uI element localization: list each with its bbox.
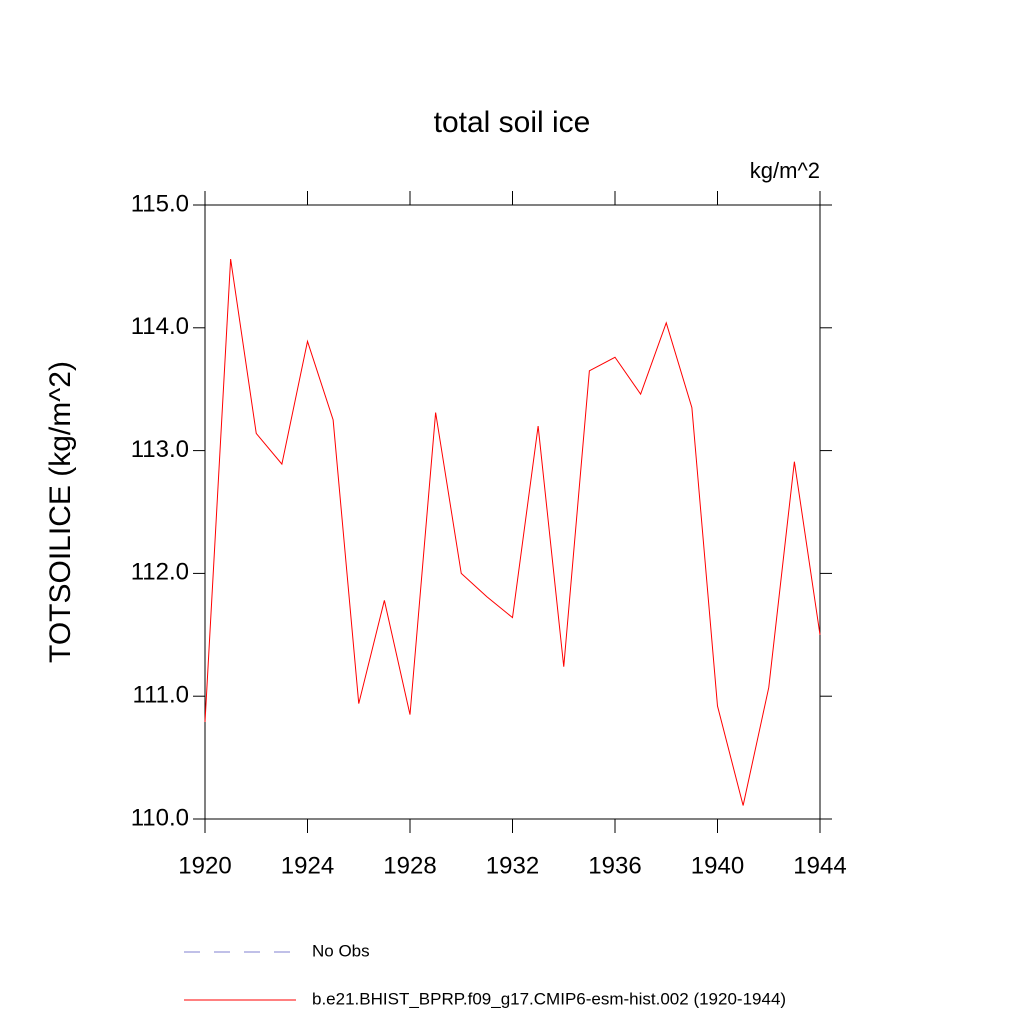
chart-title: total soil ice <box>434 106 591 139</box>
x-tick-label: 1932 <box>486 852 539 879</box>
legend-label: b.e21.BHIST_BPRP.f09_g17.CMIP6-esm-hist.… <box>312 989 786 1008</box>
x-tick-label: 1924 <box>281 852 334 879</box>
y-axis-label: TOTSOILICE (kg/m^2) <box>44 361 77 663</box>
y-tick-label: 115.0 <box>131 190 189 217</box>
x-tick-label: 1936 <box>588 852 641 879</box>
y-tick-label: 112.0 <box>131 559 189 586</box>
y-tick-label: 114.0 <box>131 313 189 340</box>
x-tick-label: 1944 <box>793 852 846 879</box>
y-tick-label: 110.0 <box>131 804 189 831</box>
x-tick-label: 1928 <box>383 852 436 879</box>
data-line <box>204 258 821 806</box>
x-tick-label: 1920 <box>178 852 231 879</box>
x-tick-label: 1940 <box>691 852 744 879</box>
y-tick-label: 111.0 <box>133 682 190 709</box>
legend-label: No Obs <box>312 941 370 960</box>
plot-frame <box>204 204 821 820</box>
units: kg/m^2 <box>750 158 820 183</box>
y-tick-label: 113.0 <box>131 436 189 463</box>
